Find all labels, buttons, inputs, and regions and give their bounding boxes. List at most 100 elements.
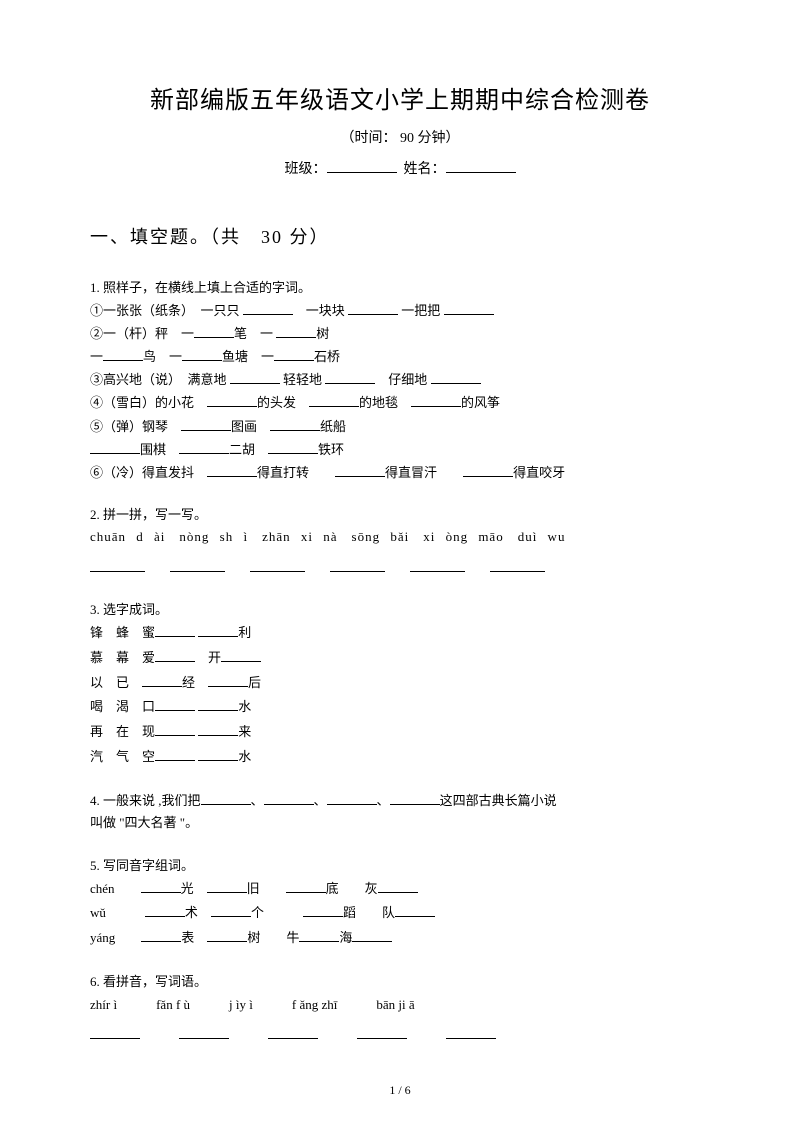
q1-blank[interactable]: [182, 345, 222, 361]
q5-blank[interactable]: [395, 901, 435, 917]
q1-blank[interactable]: [207, 391, 257, 407]
q5-blank[interactable]: [286, 877, 326, 893]
q3-blank[interactable]: [155, 695, 195, 711]
q1-blank[interactable]: [431, 368, 481, 384]
q1-l6a: ⑥（冷）得直发抖: [90, 465, 207, 480]
q2-title: 拼一拼，写一写。: [103, 507, 207, 522]
exam-time: （时间： 90 分钟）: [90, 127, 710, 147]
q5-blank[interactable]: [141, 926, 181, 942]
q3-title: 选字成词。: [103, 602, 168, 617]
q2-blank[interactable]: [330, 556, 385, 572]
q1-blank[interactable]: [463, 461, 513, 477]
q4-tb: 、: [251, 793, 264, 808]
q5-blank[interactable]: [299, 926, 339, 942]
q1-l2a: ②一（杆）秤 一: [90, 326, 194, 341]
q6-pinyin-row: zhír ì fǎn f ù j ìy ì f ǎng zhī bān ji ā: [90, 993, 710, 1018]
q6-blank[interactable]: [90, 1023, 140, 1039]
q6-num: 6.: [90, 974, 100, 989]
q3-blank[interactable]: [221, 646, 261, 662]
student-info: 班级： 姓名：: [90, 157, 710, 178]
q3-blank[interactable]: [155, 621, 195, 637]
q3-row1: 锋 蜂 蜜 利: [90, 621, 710, 646]
q3-row4: 喝 渴 口 水: [90, 695, 710, 720]
q1-blank[interactable]: [325, 368, 375, 384]
q2-pinyin: chuān d ài nòng sh ì zhān xi nà sōng bǎi…: [90, 529, 565, 544]
q6-blank[interactable]: [446, 1023, 496, 1039]
q1-l4b: 的头发: [257, 395, 309, 410]
q4-blank[interactable]: [201, 789, 251, 805]
q3-blank[interactable]: [155, 720, 195, 736]
q2-blank[interactable]: [490, 556, 545, 572]
q5-blank[interactable]: [207, 926, 247, 942]
q1-l5a: ⑤（弹）钢琴: [90, 419, 181, 434]
q1-l3a: ③高兴地（说） 满意地: [90, 372, 227, 387]
q3-blank[interactable]: [198, 720, 238, 736]
q5-blank[interactable]: [303, 901, 343, 917]
q4-num: 4.: [90, 793, 100, 808]
question-1: 1. 照样子，在横线上填上合适的字词。 ①一张张（纸条） 一只只 一块块 一把把…: [90, 277, 710, 484]
q1-l4a: ④（雪白）的小花: [90, 395, 207, 410]
q1-blank[interactable]: [274, 345, 314, 361]
q1-l3c: 仔细地: [388, 372, 427, 387]
q2-blank[interactable]: [250, 556, 305, 572]
q5-blank[interactable]: [378, 877, 418, 893]
q1-l5e: 二胡: [229, 442, 268, 457]
q1-blank[interactable]: [270, 415, 320, 431]
q1-blank[interactable]: [90, 438, 140, 454]
q4-ta: 一般来说 ,我们把: [103, 793, 201, 808]
q4-blank[interactable]: [327, 789, 377, 805]
section-1-header: 一、填空题。（共 30 分）: [90, 223, 710, 249]
question-2: 2. 拼一拼，写一写。 chuān d ài nòng sh ì zhān xi…: [90, 504, 710, 579]
q1-blank[interactable]: [335, 461, 385, 477]
q1-blank[interactable]: [194, 322, 234, 338]
q1-blank[interactable]: [444, 299, 494, 315]
q1-blank[interactable]: [179, 438, 229, 454]
q5-blank[interactable]: [145, 901, 185, 917]
q1-blank[interactable]: [309, 391, 359, 407]
q4-blank[interactable]: [264, 789, 314, 805]
q4-tf: 叫做 "四大名著 "。: [90, 815, 198, 830]
q1-l2c: 树: [316, 326, 329, 341]
q3-row5: 再 在 现 来: [90, 720, 710, 745]
q3-blank[interactable]: [198, 621, 238, 637]
q1-blank[interactable]: [103, 345, 143, 361]
q1-l3b: 轻轻地: [283, 372, 322, 387]
q1-l2b: 笔 一: [234, 326, 273, 341]
q1-blank[interactable]: [268, 438, 318, 454]
q5-row2: wǔ 术 个 蹈 队: [90, 901, 710, 926]
q3-blank[interactable]: [155, 745, 195, 761]
q6-blank[interactable]: [179, 1023, 229, 1039]
q5-blank[interactable]: [207, 877, 247, 893]
class-label: 班级：: [285, 162, 327, 177]
q3-row2: 慕 幕 爱 开: [90, 646, 710, 671]
q3-blank[interactable]: [198, 745, 238, 761]
q6-blank[interactable]: [357, 1023, 407, 1039]
q3-blank[interactable]: [155, 646, 195, 662]
q1-title: 照样子，在横线上填上合适的字词。: [103, 280, 311, 295]
q1-l4d: 的风筝: [461, 395, 500, 410]
q1-l1b: 一块块: [306, 303, 345, 318]
q3-blank[interactable]: [142, 671, 182, 687]
q1-blank[interactable]: [348, 299, 398, 315]
q1-blank[interactable]: [411, 391, 461, 407]
q5-blank[interactable]: [352, 926, 392, 942]
q2-blank[interactable]: [410, 556, 465, 572]
q5-row3: yáng 表 树 牛海: [90, 926, 710, 951]
q4-blank[interactable]: [390, 789, 440, 805]
q3-blank[interactable]: [198, 695, 238, 711]
q1-blank[interactable]: [276, 322, 316, 338]
q5-blank[interactable]: [211, 901, 251, 917]
q2-blank[interactable]: [90, 556, 145, 572]
q5-blank[interactable]: [141, 877, 181, 893]
q2-blank[interactable]: [170, 556, 225, 572]
q1-l6b: 得直打转: [257, 465, 322, 480]
q6-blank[interactable]: [268, 1023, 318, 1039]
q1-blank[interactable]: [243, 299, 293, 315]
q1-blank[interactable]: [207, 461, 257, 477]
q1-l2f: 鱼塘 一: [222, 349, 274, 364]
class-blank[interactable]: [327, 157, 397, 173]
q3-blank[interactable]: [208, 671, 248, 687]
name-blank[interactable]: [446, 157, 516, 173]
q1-blank[interactable]: [181, 415, 231, 431]
q1-blank[interactable]: [230, 368, 280, 384]
